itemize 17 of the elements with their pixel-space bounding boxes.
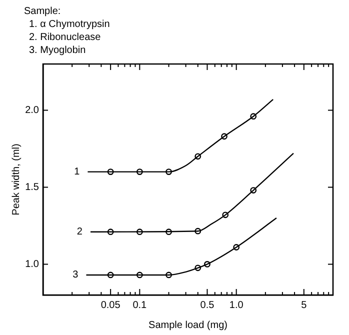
x-axis-title: Sample load (mg)	[148, 320, 228, 331]
text: Sample:	[24, 6, 61, 17]
text: 2. Ribonuclease	[29, 32, 102, 43]
x-tick-label: 0.5	[200, 300, 215, 311]
y-axis-title: Peak width, (ml)	[10, 144, 22, 216]
y-tick-label: 1.5	[25, 182, 40, 193]
x-tick-label: 0.1	[132, 300, 148, 311]
series-label: 1	[74, 166, 80, 178]
text: 3. Myoglobin	[29, 45, 86, 56]
series-label: 3	[72, 270, 79, 281]
x-tick-label: 0.05	[100, 300, 121, 311]
x-tick-label: 1.0	[229, 300, 244, 311]
x-tick-label: 5	[301, 300, 308, 311]
y-tick-label: 1.0	[25, 258, 40, 270]
text: 1. α Chymotrypsin	[29, 19, 110, 30]
series-label: 2	[76, 226, 83, 238]
y-tick-label: 2.0	[25, 104, 40, 116]
